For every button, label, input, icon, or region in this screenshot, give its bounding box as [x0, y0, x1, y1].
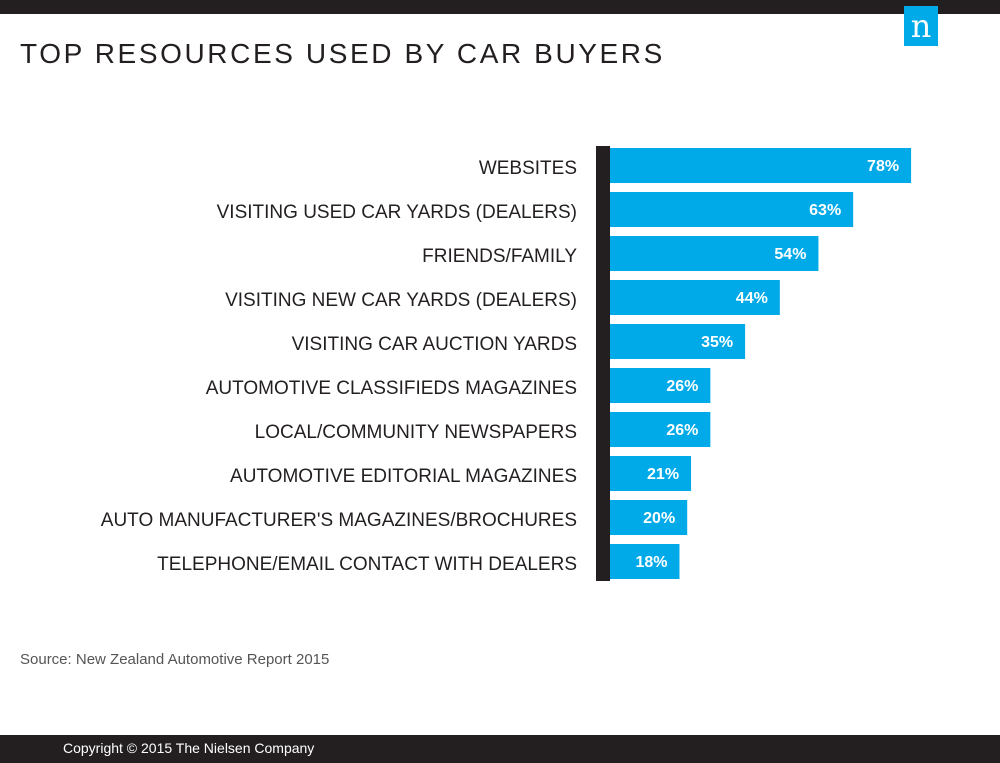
data-label: 63% — [809, 202, 841, 219]
category-label: AUTO MANUFACTURER'S MAGAZINES/BROCHURES — [101, 510, 577, 531]
category-label: TELEPHONE/EMAIL CONTACT WITH DEALERS — [157, 554, 577, 575]
category-label: AUTOMOTIVE EDITORIAL MAGAZINES — [230, 466, 577, 487]
data-label: 26% — [666, 378, 698, 395]
bar — [610, 368, 711, 403]
data-label: 54% — [774, 246, 806, 263]
category-label: WEBSITES — [479, 158, 577, 179]
category-label: VISITING NEW CAR YARDS (DEALERS) — [225, 290, 577, 311]
top-bar — [0, 0, 1000, 14]
data-label: 35% — [701, 334, 733, 351]
copyright-text: Copyright © 2015 The Nielsen Company — [63, 740, 315, 756]
data-label: 78% — [867, 158, 899, 175]
data-label: 44% — [736, 290, 768, 307]
bar — [610, 500, 688, 535]
y-axis-line — [596, 146, 610, 581]
data-label: 26% — [666, 422, 698, 439]
bar — [610, 148, 912, 183]
bar — [610, 280, 780, 315]
category-label: AUTOMOTIVE CLASSIFIEDS MAGAZINES — [206, 378, 577, 399]
nielsen-logo: n — [904, 6, 938, 46]
data-label: 18% — [635, 554, 667, 571]
bar — [610, 324, 746, 359]
category-label: LOCAL/COMMUNITY NEWSPAPERS — [255, 422, 577, 443]
bar — [610, 236, 819, 271]
bar — [610, 544, 680, 579]
bar — [610, 192, 854, 227]
bar — [610, 412, 711, 447]
data-label: 21% — [647, 466, 679, 483]
category-label: FRIENDS/FAMILY — [422, 246, 577, 267]
source-note: Source: New Zealand Automotive Report 20… — [20, 651, 330, 668]
bar — [610, 456, 692, 491]
chart-title: TOP RESOURCES USED BY CAR BUYERS — [20, 38, 665, 69]
bottom-bar: Copyright © 2015 The Nielsen Company — [0, 735, 1000, 763]
data-label: 20% — [643, 510, 675, 527]
category-label: VISITING USED CAR YARDS (DEALERS) — [217, 202, 577, 223]
category-label: VISITING CAR AUCTION YARDS — [292, 334, 577, 355]
